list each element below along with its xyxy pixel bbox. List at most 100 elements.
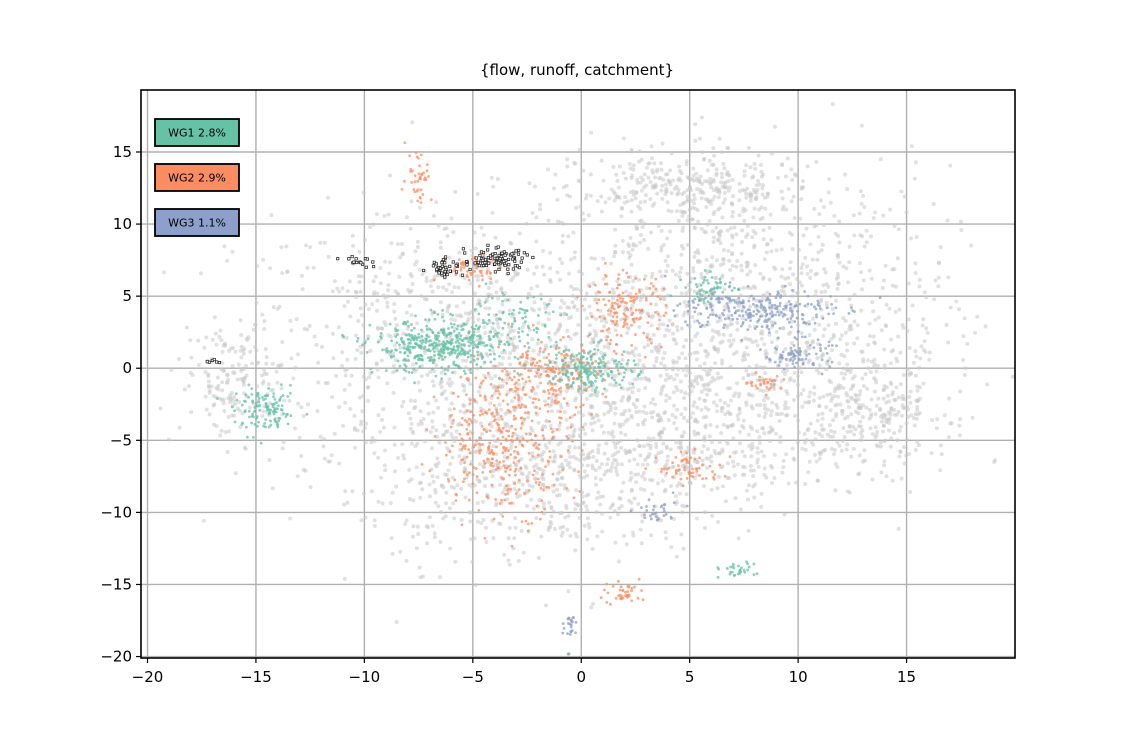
- background-point: [824, 367, 829, 372]
- background-point: [801, 387, 806, 392]
- background-point: [755, 429, 760, 434]
- wg2-point: [411, 169, 415, 173]
- background-point: [419, 294, 424, 299]
- background-point: [487, 306, 492, 311]
- background-point: [832, 448, 837, 453]
- wg1-point: [407, 359, 411, 362]
- background-point: [817, 456, 822, 461]
- background-point: [496, 296, 501, 301]
- wg2-point: [566, 449, 570, 452]
- wg2-point: [433, 435, 437, 438]
- background-point: [210, 337, 215, 342]
- background-point: [499, 511, 504, 516]
- wg1-point: [582, 388, 586, 392]
- background-point: [627, 161, 632, 166]
- wg2-point: [403, 141, 407, 145]
- background-point: [686, 197, 691, 202]
- background-point: [386, 212, 391, 217]
- background-point: [267, 457, 272, 462]
- wg2-point: [474, 467, 478, 470]
- background-point: [715, 486, 720, 491]
- wg2-point: [514, 381, 518, 384]
- background-point: [708, 177, 713, 182]
- background-point: [524, 466, 529, 471]
- wg2-point: [501, 435, 505, 439]
- background-point: [895, 412, 900, 417]
- background-point: [479, 406, 484, 411]
- background-point: [629, 209, 634, 214]
- background-point: [571, 454, 576, 459]
- background-point: [497, 337, 502, 342]
- background-point: [641, 470, 646, 475]
- background-point: [673, 385, 678, 390]
- wg1-point: [481, 355, 485, 359]
- background-point: [612, 509, 617, 514]
- background-point: [473, 450, 478, 455]
- wg2-point: [475, 475, 479, 478]
- wg2-point: [754, 371, 758, 374]
- background-point: [424, 279, 429, 284]
- background-point: [808, 275, 813, 280]
- background-point: [897, 428, 902, 433]
- background-point: [993, 458, 998, 463]
- background-point: [750, 235, 755, 240]
- background-point: [689, 198, 694, 203]
- background-point: [689, 464, 694, 469]
- background-point: [717, 440, 722, 445]
- background-point: [515, 272, 520, 277]
- wg2-point: [510, 387, 513, 391]
- background-point: [737, 407, 742, 412]
- wg2-point: [664, 311, 668, 315]
- background-point: [576, 410, 581, 415]
- wg2-point: [494, 389, 498, 392]
- background-point: [731, 459, 736, 464]
- background-point: [528, 457, 533, 462]
- wg2-point: [577, 470, 580, 474]
- background-point: [372, 518, 377, 523]
- background-point: [206, 379, 211, 384]
- background-point: [626, 242, 631, 247]
- background-point: [525, 474, 530, 479]
- background-point: [597, 465, 602, 470]
- background-point: [254, 300, 259, 305]
- background-point: [635, 177, 640, 182]
- wg2-point: [642, 331, 646, 335]
- background-point: [575, 307, 580, 312]
- background-point: [652, 201, 657, 206]
- background-point: [805, 271, 810, 276]
- background-point: [420, 272, 425, 277]
- background-point: [673, 494, 678, 499]
- background-point: [858, 261, 863, 266]
- wg1-point: [410, 371, 414, 375]
- background-point: [714, 173, 719, 178]
- background-point: [694, 377, 699, 382]
- background-point: [486, 373, 491, 378]
- wg2-point: [539, 381, 542, 385]
- background-point: [615, 512, 620, 517]
- background-point: [807, 346, 812, 351]
- wg2-point: [601, 392, 605, 396]
- wg2-point: [478, 394, 482, 397]
- background-point: [671, 366, 676, 371]
- wg2-point: [514, 473, 517, 477]
- background-point: [342, 387, 347, 392]
- background-point: [620, 422, 625, 427]
- background-point: [623, 432, 628, 437]
- background-point: [765, 290, 770, 295]
- background-point: [682, 299, 687, 304]
- wg1-point: [442, 333, 446, 337]
- background-point: [868, 426, 873, 431]
- background-point: [607, 196, 612, 201]
- background-point: [375, 325, 380, 330]
- background-point: [632, 353, 637, 358]
- background-point: [796, 248, 801, 253]
- background-point: [837, 361, 842, 366]
- background-point: [679, 389, 684, 394]
- background-point: [411, 498, 416, 503]
- background-point: [663, 182, 668, 187]
- wg2-point: [649, 302, 653, 306]
- wg2-point: [764, 377, 768, 381]
- background-point: [786, 186, 791, 191]
- wg2-point: [489, 463, 493, 467]
- wg2-point: [469, 410, 473, 414]
